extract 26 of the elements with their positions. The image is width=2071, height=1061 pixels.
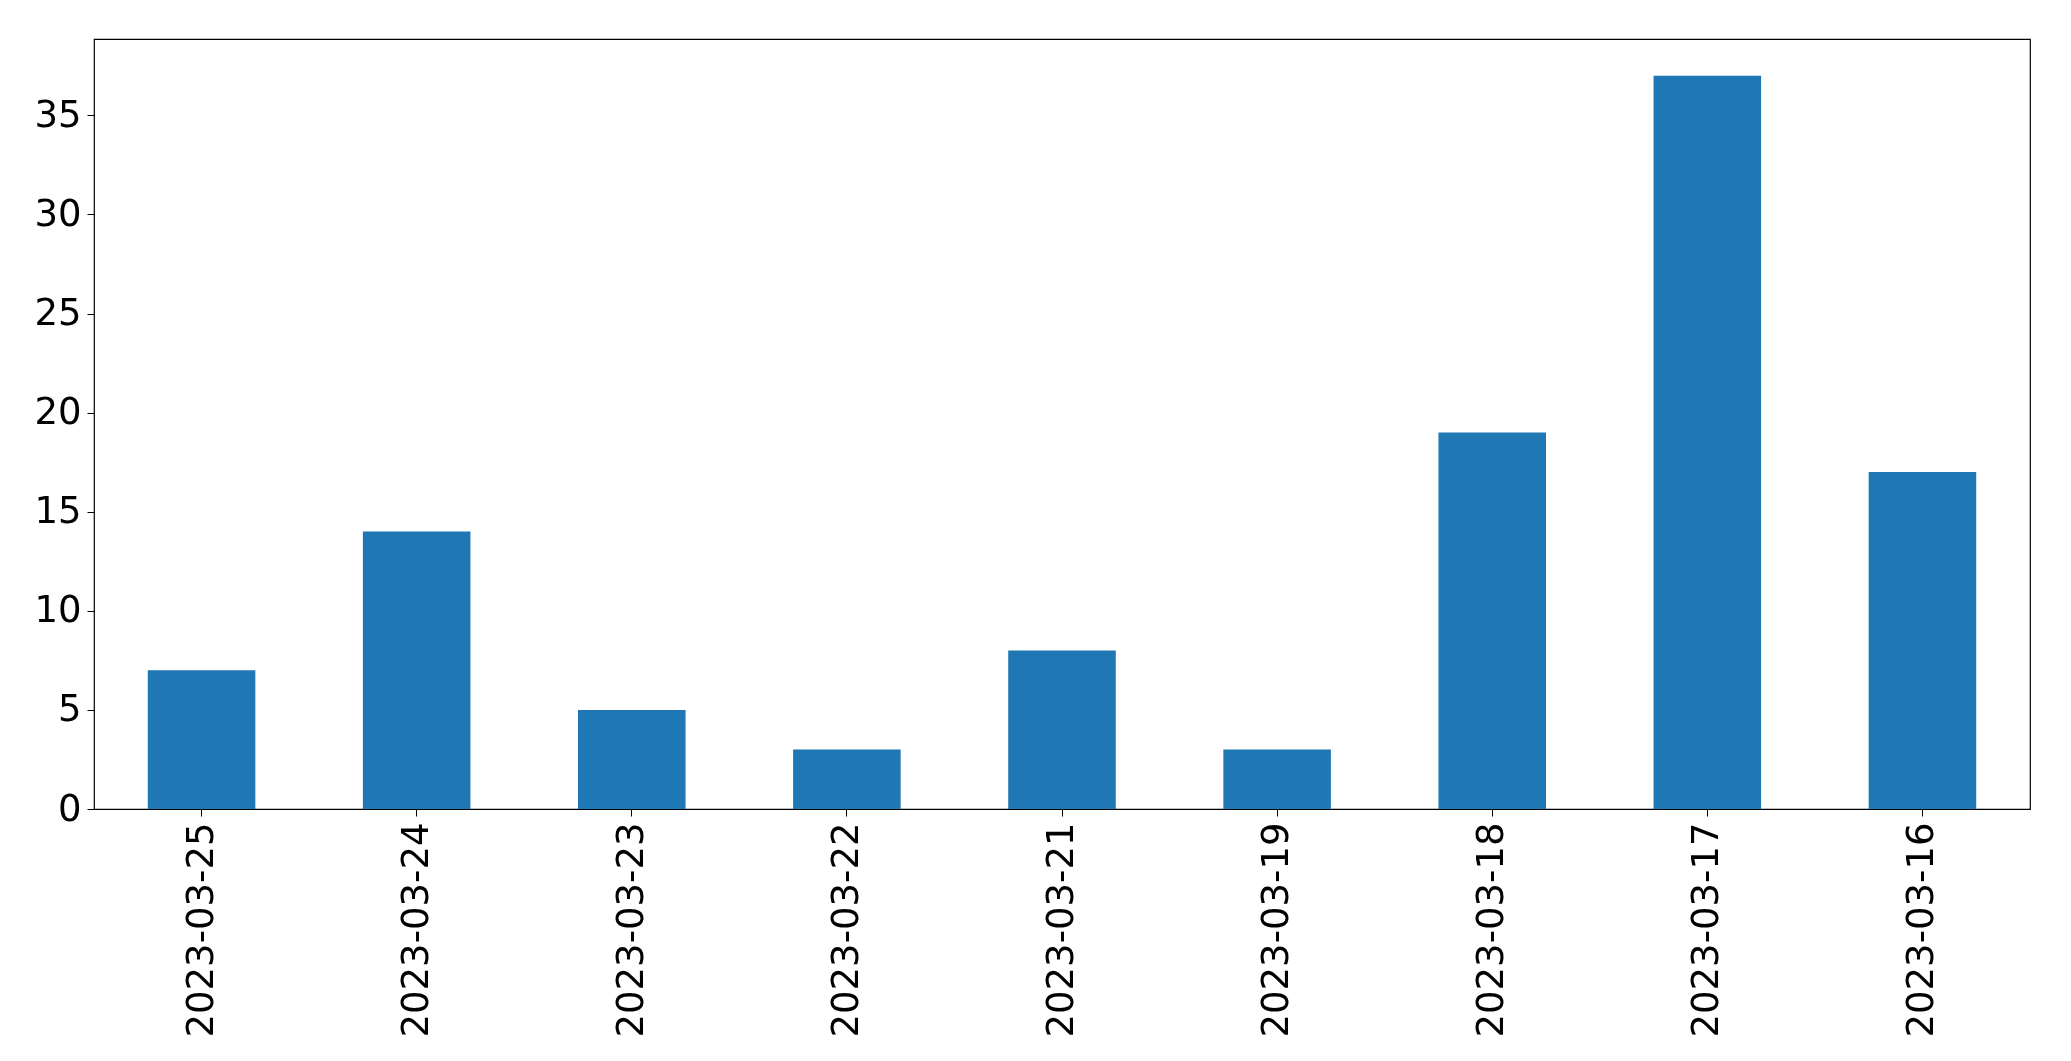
bar (362, 531, 471, 809)
y-tick-label: 0 (57, 786, 82, 830)
bar (793, 749, 901, 809)
x-tick-label: 2023-03-17 (1684, 822, 1728, 1038)
x-tick-label: 2023-03-21 (1039, 822, 1082, 1038)
bar (1438, 432, 1546, 809)
y-tick-label: 30 (34, 191, 82, 235)
y-tick-label: 25 (34, 291, 82, 334)
bar (1653, 75, 1762, 809)
y-tick-label: 15 (34, 489, 82, 533)
x-tick-label: 2023-03-18 (1469, 822, 1513, 1038)
bar (578, 709, 686, 809)
x-tick-label: 2023-03-24 (393, 822, 437, 1038)
x-tick-label: 2023-03-23 (608, 822, 652, 1038)
bar (147, 670, 256, 809)
x-tick-label: 2023-03-19 (1254, 822, 1298, 1038)
y-tick-label: 20 (34, 390, 82, 434)
y-tick-label: 5 (57, 687, 82, 731)
bar (1008, 650, 1116, 809)
bar (1868, 472, 1977, 809)
x-tick-label: 2023-03-25 (178, 822, 222, 1038)
x-tick-label: 2023-03-16 (1899, 822, 1943, 1038)
bar (1223, 749, 1331, 809)
y-tick-label: 10 (34, 588, 82, 632)
y-tick-label: 35 (34, 92, 82, 136)
x-tick-label: 2023-03-22 (823, 822, 867, 1038)
